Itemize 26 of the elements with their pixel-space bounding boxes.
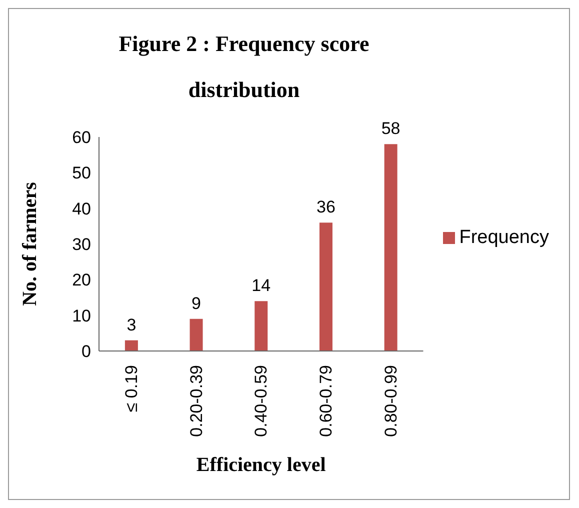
y-tick-label: 10 xyxy=(72,306,91,326)
bar xyxy=(254,301,268,351)
chart-title: Figure 2 : Frequency score distribution xyxy=(118,30,370,104)
y-tick-label: 50 xyxy=(72,164,91,183)
x-tick-label: 0.40-0.59 xyxy=(252,365,271,437)
x-tick-label: 0.80-0.99 xyxy=(381,365,400,437)
legend-label: Frequency xyxy=(459,227,549,248)
bar xyxy=(124,340,138,351)
x-tick-label: 0.60-0.79 xyxy=(316,365,336,437)
data-label: 9 xyxy=(192,294,202,313)
bar xyxy=(384,144,398,351)
y-tick-label: 60 xyxy=(72,128,91,148)
y-tick-label: 30 xyxy=(72,235,91,254)
bar xyxy=(190,318,203,351)
bar xyxy=(319,222,332,351)
x-tick-label: ≤ 0.19 xyxy=(122,365,141,412)
data-label: 36 xyxy=(316,198,336,217)
data-label: 14 xyxy=(252,276,271,296)
data-label: 3 xyxy=(126,315,136,334)
y-axis-title: No. of farmers xyxy=(19,182,42,306)
y-tick-label: 0 xyxy=(82,342,91,362)
x-axis-title: Efficiency level xyxy=(196,454,326,476)
y-tick-label: 40 xyxy=(72,199,91,218)
data-label: 58 xyxy=(381,119,400,138)
y-tick-label: 20 xyxy=(72,270,91,290)
x-tick-label: 0.20-0.39 xyxy=(186,365,206,437)
